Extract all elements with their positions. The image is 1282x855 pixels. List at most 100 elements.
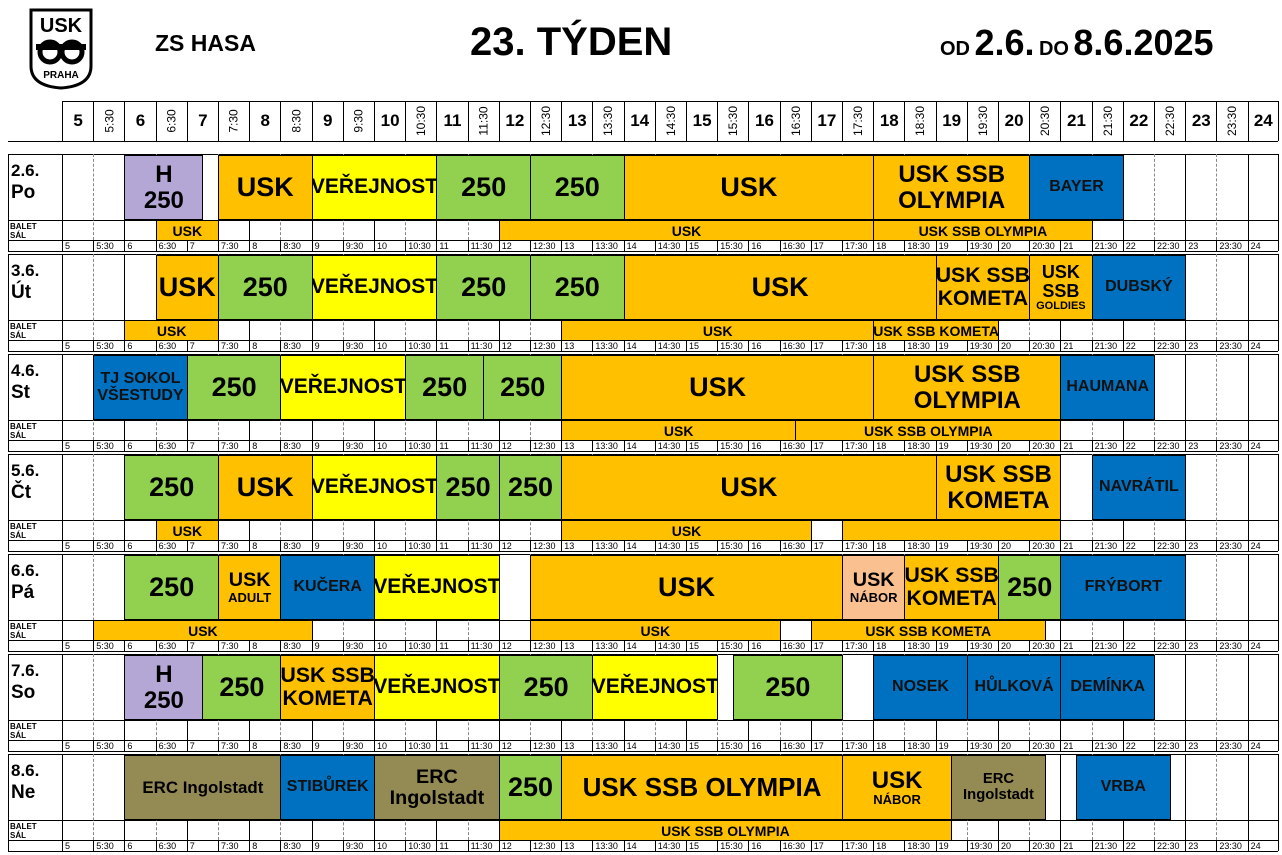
time-tick-label: 22 <box>1122 641 1154 651</box>
day-name: Čt <box>11 482 32 503</box>
row-top-line <box>8 754 1278 755</box>
time-tick-label: 24 <box>1247 841 1278 851</box>
balet-reservation-block: USK <box>530 620 781 641</box>
time-tick-label: 5 <box>62 741 93 751</box>
time-tick-label: 17:30 <box>842 441 873 451</box>
day-label: 2.6. Po <box>8 154 61 220</box>
time-tick-label: 21 <box>1060 241 1091 251</box>
reservation-label: SSB <box>1042 280 1080 301</box>
day-date: 7.6. <box>11 661 40 680</box>
balet-reservation-block: USK <box>561 520 812 541</box>
time-tick-label: 18:30 <box>904 841 935 851</box>
time-tick-label: 17:30 <box>842 841 873 851</box>
balet-label: BALET SÁL <box>8 820 61 840</box>
time-tick-label: 13:30 <box>592 541 623 551</box>
time-tick-label: 14 <box>623 641 655 651</box>
reservation-block: VEŘEJNOST <box>592 655 719 720</box>
reservation-label: 250 <box>242 272 288 303</box>
time-tick-label: 17 <box>810 541 842 551</box>
grid-line <box>1247 454 1249 540</box>
time-tick-label: 6:30 <box>155 741 187 751</box>
reservation-block: USK <box>155 255 219 320</box>
time-tick-label: 15 <box>686 341 717 351</box>
reservation-block: USK SSB KOMETA <box>280 655 375 720</box>
reservation-label: DUBSKÝ <box>1105 278 1173 296</box>
time-tick-label: 16:30 <box>779 241 811 251</box>
time-tick-label: 9 <box>311 841 343 851</box>
reservation-label: VEŘEJNOST <box>592 675 719 699</box>
time-tick-label: 5 <box>62 341 93 351</box>
time-tick-label: 21:30 <box>1091 841 1123 851</box>
time-tick-label: 22:30 <box>1154 541 1185 551</box>
hour-header-cell: 13 <box>561 101 592 141</box>
time-tick-label: 23:30 <box>1216 741 1247 751</box>
time-tick-label: 20 <box>998 541 1029 551</box>
time-tick-label: 14:30 <box>654 741 686 751</box>
reservation-label: KUČERA <box>293 578 362 596</box>
time-tick-label: 23:30 <box>1216 841 1247 851</box>
time-tick-label: 19 <box>935 441 967 451</box>
hour-header-cell: 15 <box>686 101 717 141</box>
time-tick-label: 9:30 <box>342 741 374 751</box>
time-tick-label: 7:30 <box>218 241 249 251</box>
row-right-border <box>1278 454 1279 551</box>
time-tick-label: 9 <box>311 541 343 551</box>
balet-label-line: SÁL <box>10 531 26 540</box>
hour-header-cell: 22:30 <box>1154 101 1185 141</box>
reservation-block: FRÝBORT <box>1060 555 1187 620</box>
time-tick-label: 9:30 <box>342 441 374 451</box>
hour-header-cell: 10:30 <box>405 101 436 141</box>
hour-header-cell: 8 <box>249 101 280 141</box>
time-tick-label: 18:30 <box>904 441 935 451</box>
time-tick-label: 14:30 <box>654 541 686 551</box>
venue-title: ZS HASA <box>155 30 256 56</box>
time-tick-label: 24 <box>1247 541 1278 551</box>
time-tick-label: 15 <box>686 541 717 551</box>
time-tick-label: 16:30 <box>779 641 811 651</box>
time-tick-label: 24 <box>1247 441 1278 451</box>
time-tick-label: 6 <box>124 841 155 851</box>
time-tick-label: 11:30 <box>467 541 499 551</box>
hour-header-cell: 9:30 <box>342 101 374 141</box>
day-name: Ne <box>11 782 36 803</box>
time-tick-label: 21 <box>1060 741 1091 751</box>
time-tick-label: 14 <box>623 441 655 451</box>
grid-line <box>62 354 63 440</box>
time-tick-label: 5:30 <box>93 441 124 451</box>
time-tick-label: 10 <box>374 741 405 751</box>
time-tick-label: 18:30 <box>904 741 935 751</box>
reservation-label: FRÝBORT <box>1084 578 1162 596</box>
reservation-block: USK NÁBOR <box>842 755 953 820</box>
time-tick-label: 16 <box>748 841 779 851</box>
time-tick-label: 14:30 <box>654 441 686 451</box>
time-tick-label: 16:30 <box>779 441 811 451</box>
reservation-block: VEŘEJNOST <box>374 655 500 720</box>
reservation-block: 250 <box>498 655 594 720</box>
time-tick-label: 10 <box>374 641 405 651</box>
time-tick-label: 22 <box>1122 741 1154 751</box>
time-tick-label: 23 <box>1185 341 1216 351</box>
row-top-line <box>8 554 1278 555</box>
header-top-line <box>62 101 1278 102</box>
time-tick-label: 8:30 <box>280 241 311 251</box>
hour-header-cell: 16 <box>748 101 779 141</box>
time-tick-label: 19:30 <box>966 741 998 751</box>
time-tick-label: 10:30 <box>405 741 436 751</box>
time-tick-label: 14:30 <box>654 241 686 251</box>
time-tick-label: 15 <box>686 641 717 651</box>
reservation-label: USK SSB <box>913 361 1021 389</box>
time-tick-label: 24 <box>1247 641 1278 651</box>
grid-line <box>93 254 95 340</box>
time-tick-label: 9:30 <box>342 641 374 651</box>
balet-reservation-block: USK SSB OLYMPIA <box>795 420 1062 441</box>
reservation-label: USK <box>720 472 778 503</box>
time-tick-label: 12:30 <box>530 741 561 751</box>
time-tick-label: 15 <box>686 841 717 851</box>
grid-line <box>62 454 63 540</box>
time-tick-label: 8 <box>249 641 280 651</box>
time-tick-label: 13:30 <box>592 341 623 351</box>
usk-logo-icon: USK PRAHA <box>29 8 93 90</box>
time-tick-label: 22:30 <box>1154 741 1185 751</box>
balet-label-line: BALET <box>10 622 37 631</box>
hour-header-label: 7:30 <box>227 109 242 133</box>
